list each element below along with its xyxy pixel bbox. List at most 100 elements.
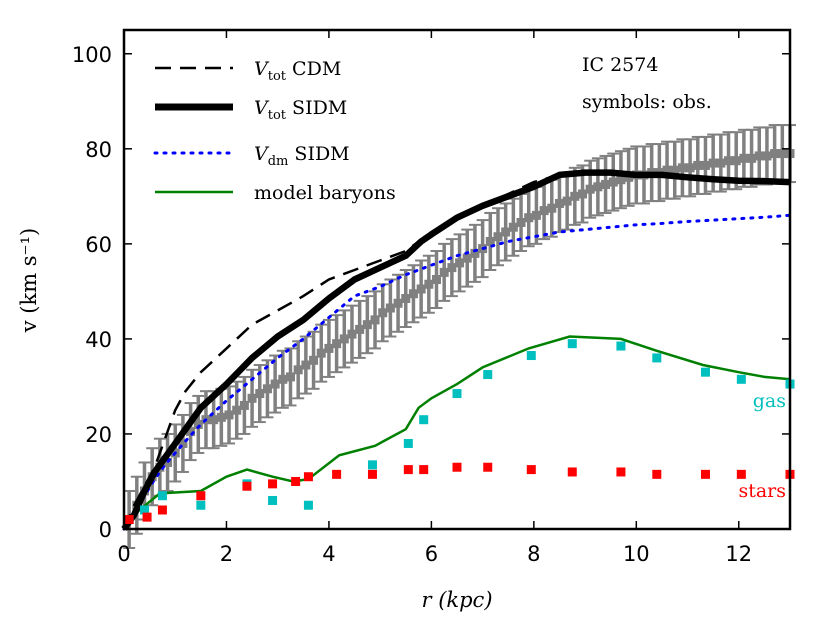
legend-label-vdm-sidm-sub: dm — [268, 154, 289, 169]
observed-point — [445, 238, 458, 298]
legend-label-vtot-sidm-main: V — [254, 97, 270, 119]
gas-point — [452, 389, 462, 399]
x-axis-label: r (kpc) — [421, 588, 492, 612]
observed-point — [684, 138, 697, 198]
observed-point — [614, 150, 627, 210]
observed-point — [545, 178, 558, 238]
observed-point — [491, 207, 504, 267]
observed-point — [353, 299, 366, 359]
stars-point — [157, 505, 167, 515]
gas-point — [367, 460, 377, 470]
legend-label-vtot-sidm-rest: SIDM — [286, 97, 347, 119]
legend-label-vdm-sidm: Vdm SIDM — [254, 143, 350, 169]
observed-point — [345, 304, 358, 364]
observed-point — [230, 380, 243, 440]
observed-point — [299, 335, 312, 395]
axis-ticks-layer: 0 2 4 6 8 10 12 0 20 40 60 80 100 — [72, 30, 790, 566]
observed-point — [453, 233, 466, 293]
stars-point — [142, 512, 152, 522]
stars-point — [526, 465, 536, 475]
observed-point — [515, 192, 528, 252]
stars-point — [452, 462, 462, 472]
stars-point — [303, 472, 313, 482]
stars-point — [268, 479, 278, 489]
legend-label-vdm-sidm-rest: SIDM — [288, 143, 349, 165]
observed-point — [599, 154, 612, 214]
stars-point — [567, 467, 577, 477]
stars-point — [291, 476, 301, 486]
observed-point — [315, 323, 328, 383]
gas-point — [403, 438, 413, 448]
observed-point — [361, 295, 374, 355]
legend-label-vtot-sidm-sub: tot — [268, 108, 287, 123]
vdm-sidm-line — [122, 213, 792, 531]
gas-point — [736, 374, 746, 384]
observed-point — [376, 283, 389, 343]
observed-point — [307, 330, 320, 390]
stars-point — [124, 514, 134, 524]
observed-point — [192, 394, 205, 454]
observed-point — [607, 152, 620, 212]
gas-point — [139, 505, 149, 515]
observed-point — [384, 278, 397, 338]
observed-point — [461, 228, 474, 288]
observed-point — [468, 223, 481, 283]
observed-point — [338, 309, 351, 369]
legend-label-vtot-cdm: Vtot CDM — [254, 58, 341, 84]
observed-point — [269, 354, 282, 414]
stars-annotation: stars — [738, 480, 786, 502]
chart-title: IC 2574 — [582, 54, 658, 76]
x-tick-label: 10 — [623, 542, 650, 566]
gas-point — [483, 370, 493, 380]
observed-point — [322, 318, 335, 378]
observed-point — [699, 135, 712, 195]
stars-point — [332, 469, 342, 479]
plot-frame — [122, 28, 792, 531]
gas-point — [567, 339, 577, 349]
stars-point — [242, 481, 252, 491]
stars-point — [419, 465, 429, 475]
gas-point — [419, 415, 429, 425]
y-tick-label: 40 — [85, 328, 112, 352]
observed-point — [415, 259, 428, 319]
observed-point — [184, 402, 197, 462]
observed-point — [369, 290, 382, 350]
stars-point — [616, 467, 626, 477]
gas-point — [196, 500, 206, 510]
observed-point — [284, 347, 297, 407]
observed-data-layer — [123, 124, 796, 550]
gas-point — [303, 500, 313, 510]
legend-label-vtot-cdm-main: V — [254, 58, 270, 80]
gas-point — [652, 353, 662, 363]
y-tick-label: 20 — [85, 423, 112, 447]
baryons-line — [123, 335, 791, 530]
x-tick-label: 4 — [322, 542, 335, 566]
gas-point — [616, 341, 626, 351]
observed-point — [399, 268, 412, 329]
stars-point — [700, 469, 710, 479]
x-tick-label: 6 — [425, 542, 438, 566]
observed-point — [561, 171, 574, 231]
stars-point — [736, 469, 746, 479]
observed-point — [330, 314, 343, 374]
observed-point — [438, 242, 451, 302]
gas-point — [526, 351, 536, 361]
observed-point — [261, 359, 274, 419]
y-tick-label: 0 — [99, 518, 112, 542]
stars-point — [367, 469, 377, 479]
vtot-sidm-line — [121, 169, 791, 531]
gas-point — [700, 367, 710, 377]
observed-point — [484, 211, 497, 271]
observed-point — [430, 249, 443, 310]
component-points-layer — [124, 339, 795, 524]
observed-point — [422, 254, 435, 314]
model-curves-layer — [121, 169, 792, 531]
chart-subtitle: symbols: obs. — [582, 91, 712, 113]
observed-point — [591, 157, 604, 217]
legend: Vtot CDM Vtot SIDM Vdm SIDM model baryon… — [153, 58, 396, 204]
vtot-cdm-line — [122, 171, 791, 530]
gas-annotation: gas — [753, 390, 786, 412]
legend-label-vtot-cdm-rest: CDM — [286, 58, 341, 80]
observed-point — [392, 273, 405, 333]
